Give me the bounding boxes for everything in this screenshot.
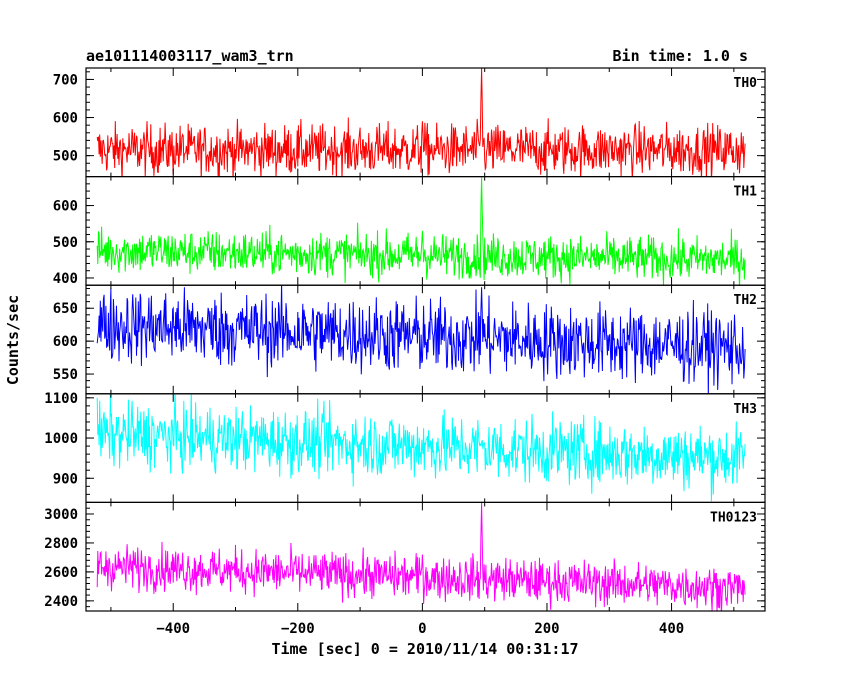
y-tick-label: 2400	[44, 594, 78, 610]
x-axis-label: Time [sec] 0 = 2010/11/14 00:31:17	[271, 640, 578, 658]
y-tick-label: 3000	[44, 507, 78, 523]
panel-frame	[85, 501, 766, 612]
panel-th3: 900 1000 1100 TH3	[44, 391, 766, 503]
panel-th0: 500 600 700 TH0	[53, 67, 766, 178]
y-tick-label: 500	[53, 149, 78, 165]
x-tick-label: 400	[659, 621, 684, 637]
panels: 500 600 700 TH0 400 500 600 TH1 550 600 650 TH2 900 1…	[44, 67, 766, 612]
panel-th1: 400 500 600 TH1	[53, 176, 766, 287]
x-tick-label: −400	[156, 621, 190, 637]
y-tick-label: 600	[53, 334, 78, 350]
y-tick-label: 500	[53, 235, 78, 251]
series-th3	[96, 393, 746, 502]
y-tick-label: 600	[53, 199, 78, 215]
x-tick-label: 0	[418, 621, 426, 637]
panel-label: TH2	[734, 293, 757, 308]
panel-th2: 550 600 650 TH2	[53, 284, 766, 395]
series-th1	[96, 176, 746, 286]
y-tick-label: 900	[53, 471, 78, 487]
series-th0123	[96, 502, 746, 611]
chart-subtitle: Bin time: 1.0 s	[613, 47, 748, 65]
y-tick-label: 600	[53, 111, 78, 127]
y-axis-label: Counts/sec	[4, 295, 22, 385]
y-tick-label: 700	[53, 72, 78, 88]
series-th0	[96, 68, 746, 177]
x-axis: −400 −200 0 200 400	[156, 621, 684, 637]
panel-label: TH0	[734, 76, 758, 91]
chart-title: ae101114003117_wam3_trn	[86, 47, 294, 65]
y-tick-label: 2800	[44, 536, 78, 552]
panel-th0123: 2400 2600 2800 3000 TH0123	[44, 501, 766, 612]
y-tick-label: 400	[53, 271, 78, 287]
y-tick-label: 650	[53, 301, 78, 317]
panel-label: TH3	[734, 402, 757, 417]
series-th2	[96, 285, 746, 394]
y-tick-label: 1100	[44, 391, 78, 407]
panel-label: TH1	[734, 185, 758, 200]
x-tick-label: 200	[534, 621, 559, 637]
panel-label: TH0123	[710, 510, 757, 525]
y-tick-label: 2600	[44, 565, 78, 581]
x-tick-label: −200	[281, 621, 315, 637]
y-tick-label: 1000	[44, 431, 78, 447]
y-tick-label: 550	[53, 367, 78, 383]
